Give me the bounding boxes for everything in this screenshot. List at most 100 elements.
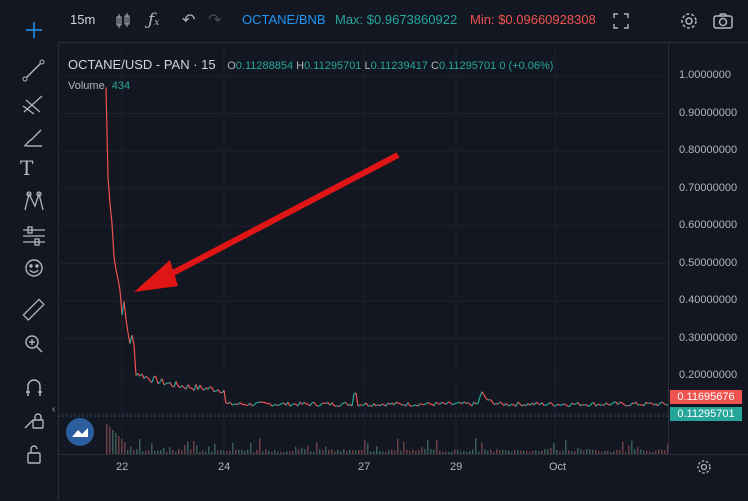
price-segment: [270, 404, 272, 406]
lock-drawing-icon[interactable]: [20, 406, 48, 434]
volume-bar: [169, 447, 171, 454]
price-segment: [352, 394, 354, 406]
annotation-arrow-head: [134, 260, 178, 292]
crosshair-icon[interactable]: [24, 20, 44, 40]
price-segment: [558, 404, 560, 405]
volume-bar: [421, 447, 423, 454]
undo-icon[interactable]: ↶: [182, 10, 195, 30]
redo-icon[interactable]: ↷: [208, 10, 221, 30]
price-series: [106, 87, 668, 406]
price-segment: [436, 402, 438, 403]
pair-label: OCTANE/BNB: [242, 12, 326, 27]
pattern-tool-icon[interactable]: [20, 188, 48, 216]
price-segment: [278, 405, 280, 406]
volume-bar: [121, 439, 123, 454]
tradingview-logo: [66, 418, 94, 446]
price-segment: [412, 406, 414, 407]
price-segment: [228, 402, 230, 403]
emoji-icon[interactable]: [20, 254, 48, 282]
price-segment: [608, 404, 610, 405]
collapse-toolbar-icon[interactable]: ‹: [52, 404, 55, 415]
price-segment: [200, 385, 202, 388]
chart-legend: OCTANE/USD - PAN · 15 O0.11288854 H0.112…: [68, 57, 553, 72]
price-segment: [572, 403, 574, 404]
volume-bar: [106, 424, 108, 454]
price-segment: [462, 402, 464, 404]
volume-bar: [295, 447, 297, 454]
price-segment: [660, 402, 662, 403]
price-segment: [394, 402, 396, 405]
price-segment: [510, 404, 512, 405]
price-chart[interactable]: [58, 42, 668, 454]
trend-line-icon[interactable]: [20, 56, 48, 84]
price-segment: [276, 405, 278, 406]
price-segment: [610, 404, 612, 406]
text-tool-icon[interactable]: T: [20, 156, 48, 184]
price-segment: [356, 393, 358, 406]
price-segment: [366, 403, 368, 406]
price-segment: [440, 402, 442, 404]
change-value: 0 (+0.06%): [499, 60, 553, 72]
price-segment: [450, 402, 452, 404]
price-segment: [348, 404, 350, 406]
volume-bar: [130, 447, 132, 454]
settings-gear-icon[interactable]: [679, 11, 699, 36]
volume-bar: [553, 443, 555, 454]
price-segment: [110, 204, 112, 224]
camera-icon[interactable]: [712, 12, 734, 35]
price-tick-label: 0.80000000: [679, 144, 737, 156]
price-segment: [442, 402, 444, 403]
price-segment: [390, 403, 392, 404]
price-segment: [188, 385, 190, 388]
forecast-tool-icon[interactable]: [20, 222, 48, 250]
price-tick-label: 0.30000000: [679, 332, 737, 344]
volume-bar: [565, 440, 567, 454]
unlock-icon[interactable]: [20, 440, 48, 468]
volume-value: 434: [112, 80, 130, 92]
time-tick-label: 24: [218, 461, 230, 473]
indicators-icon[interactable]: ƒx: [148, 10, 159, 30]
price-segment: [612, 402, 614, 403]
volume-bar: [250, 443, 252, 454]
price-segment: [108, 177, 110, 204]
volume-bar: [622, 442, 624, 454]
fullscreen-icon[interactable]: [612, 12, 630, 35]
volume-bar: [427, 440, 429, 454]
price-segment: [302, 402, 304, 404]
price-segment: [506, 403, 508, 405]
ruler-icon[interactable]: [20, 296, 48, 324]
fib-tool-icon[interactable]: [20, 90, 48, 118]
price-segment: [280, 403, 282, 404]
price-segment: [400, 403, 402, 405]
price-segment: [106, 87, 108, 177]
price-segment: [208, 387, 210, 390]
price-segment: [630, 403, 632, 406]
chart-svg: [58, 42, 668, 454]
price-segment: [334, 406, 336, 407]
price-segment: [180, 386, 182, 388]
price-segment: [460, 402, 462, 404]
zoom-in-icon[interactable]: [20, 330, 48, 358]
price-segment: [586, 405, 588, 407]
price-segment: [292, 404, 294, 405]
price-segment: [556, 404, 558, 405]
candles-icon[interactable]: [114, 12, 132, 35]
volume-bar: [436, 440, 438, 454]
price-segment: [570, 403, 572, 406]
volume-bar: [208, 447, 210, 454]
price-segment: [152, 376, 154, 382]
price-segment: [298, 402, 300, 406]
price-segment: [166, 383, 168, 384]
symbol-title: OCTANE/USD - PAN · 15: [68, 57, 216, 72]
volume-bar: [397, 439, 399, 454]
axis-settings-gear-icon[interactable]: [696, 459, 712, 480]
volume-bar: [637, 447, 639, 454]
magnet-icon[interactable]: [20, 374, 48, 402]
price-segment: [254, 403, 256, 405]
price-segment: [170, 383, 172, 386]
brush-icon[interactable]: [20, 124, 48, 152]
interval-button[interactable]: 15m: [70, 12, 95, 27]
price-segment: [620, 402, 622, 403]
price-segment: [550, 402, 552, 403]
